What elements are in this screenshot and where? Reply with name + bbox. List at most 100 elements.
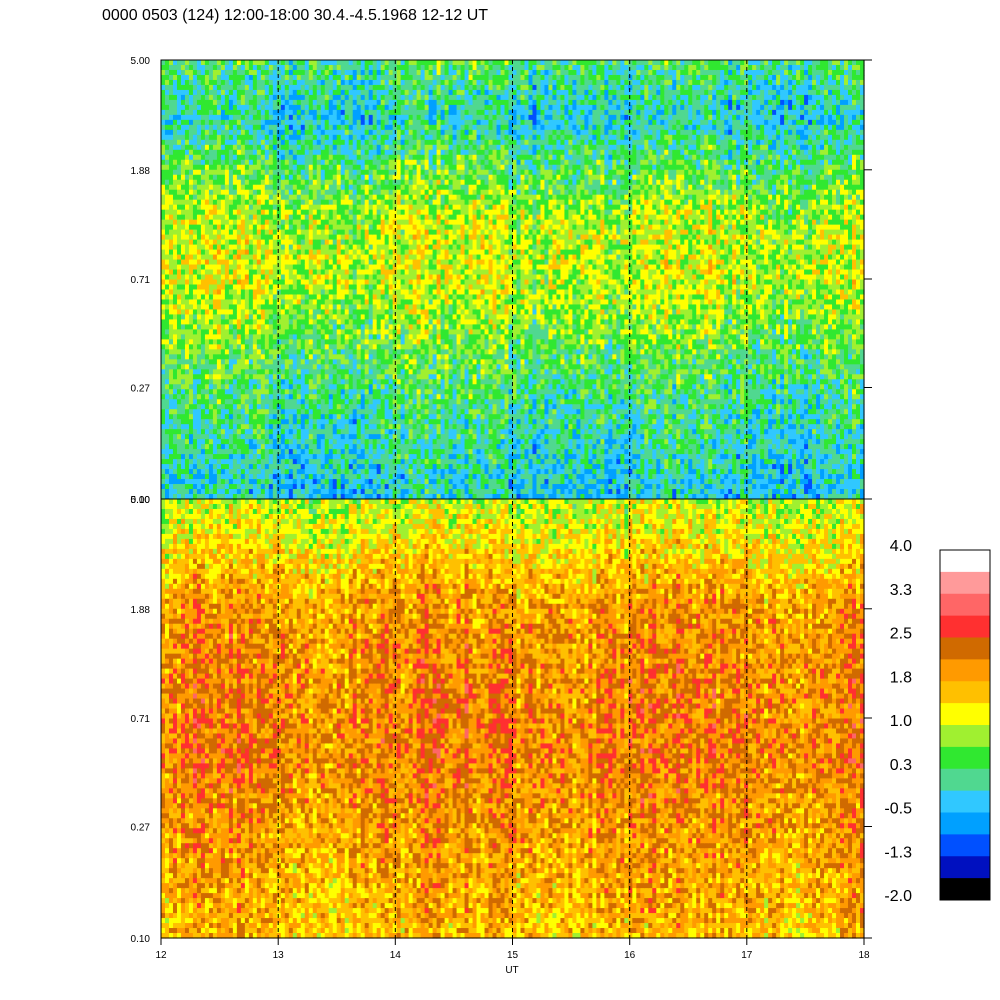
heatmap-cell <box>165 299 170 305</box>
heatmap-cell <box>309 155 314 161</box>
heatmap-cell <box>345 140 350 146</box>
heatmap-cell <box>305 70 310 76</box>
heatmap-cell <box>165 434 170 440</box>
heatmap-cell <box>213 459 218 465</box>
heatmap-cell <box>165 65 170 71</box>
heatmap-cell <box>245 170 250 176</box>
heatmap-cell <box>205 260 210 266</box>
heatmap-cell <box>213 359 218 365</box>
heatmap-cell <box>261 175 266 181</box>
heatmap-cell <box>197 140 202 146</box>
heatmap-cell <box>281 394 286 400</box>
heatmap-cell <box>317 359 322 365</box>
heatmap-cell <box>189 275 194 281</box>
heatmap-cell <box>229 394 234 400</box>
heatmap-cell <box>273 175 278 181</box>
heatmap-cell <box>169 115 174 121</box>
heatmap-cell <box>369 354 374 360</box>
heatmap-cell <box>173 404 178 410</box>
heatmap-cell <box>277 434 282 440</box>
heatmap-cell <box>357 165 362 171</box>
heatmap-cell <box>361 404 366 410</box>
heatmap-cell <box>301 479 306 485</box>
heatmap-cell <box>249 255 254 261</box>
heatmap-cell <box>181 469 186 475</box>
heatmap-cell <box>369 459 374 465</box>
heatmap-cell <box>277 220 282 226</box>
heatmap-cell <box>361 140 366 146</box>
heatmap-cell <box>185 464 190 470</box>
heatmap-cell <box>321 399 326 405</box>
heatmap-cell <box>293 120 298 126</box>
heatmap-cell <box>345 65 350 71</box>
heatmap-cell <box>289 260 294 266</box>
heatmap-cell <box>165 135 170 141</box>
heatmap-cell <box>297 230 302 236</box>
heatmap-cell <box>193 284 198 290</box>
heatmap-cell <box>241 190 246 196</box>
heatmap-cell <box>201 339 206 345</box>
heatmap-cell <box>165 314 170 320</box>
heatmap-cell <box>325 374 330 380</box>
heatmap-cell <box>173 474 178 480</box>
heatmap-cell <box>333 319 338 325</box>
heatmap-cell <box>277 284 282 290</box>
heatmap-cell <box>349 409 354 415</box>
heatmap-cell <box>385 180 390 186</box>
heatmap-cell <box>381 225 386 231</box>
heatmap-cell <box>265 389 270 395</box>
heatmap-cell <box>265 255 270 261</box>
heatmap-cell <box>273 245 278 251</box>
heatmap-cell <box>273 364 278 370</box>
heatmap-cell <box>385 275 390 281</box>
heatmap-cell <box>237 160 242 166</box>
heatmap-cell <box>293 270 298 276</box>
heatmap-cell <box>221 349 226 355</box>
heatmap-cell <box>249 95 254 101</box>
heatmap-cell <box>289 265 294 271</box>
heatmap-cell <box>373 115 378 121</box>
heatmap-cell <box>261 459 266 465</box>
heatmap-cell <box>213 155 218 161</box>
heatmap-cell <box>161 235 166 241</box>
heatmap-cell <box>361 115 366 121</box>
heatmap-cell <box>381 374 386 380</box>
heatmap-cell <box>333 404 338 410</box>
heatmap-cell <box>249 165 254 171</box>
heatmap-cell <box>293 329 298 335</box>
heatmap-cell <box>229 140 234 146</box>
heatmap-cell <box>321 324 326 330</box>
heatmap-cell <box>381 384 386 390</box>
heatmap-cell <box>277 85 282 91</box>
heatmap-cell <box>289 319 294 325</box>
heatmap-cell <box>201 95 206 101</box>
heatmap-cell <box>361 454 366 460</box>
heatmap-cell <box>249 394 254 400</box>
heatmap-cell <box>277 389 282 395</box>
heatmap-cell <box>165 280 170 286</box>
heatmap-cell <box>189 474 194 480</box>
heatmap-cell <box>321 304 326 310</box>
heatmap-cell <box>309 454 314 460</box>
heatmap-cell <box>317 454 322 460</box>
heatmap-cell <box>181 185 186 191</box>
heatmap-cell <box>225 464 230 470</box>
heatmap-cell <box>297 314 302 320</box>
heatmap-cell <box>253 319 258 325</box>
heatmap-cell <box>289 165 294 171</box>
heatmap-cell <box>209 235 214 241</box>
heatmap-cell <box>309 245 314 251</box>
heatmap-cell <box>353 349 358 355</box>
heatmap-cell <box>249 344 254 350</box>
heatmap-cell <box>293 155 298 161</box>
heatmap-cell <box>253 190 258 196</box>
heatmap-cell <box>213 95 218 101</box>
heatmap-cell <box>353 190 358 196</box>
heatmap-cell <box>365 80 370 86</box>
heatmap-cell <box>217 414 222 420</box>
heatmap-cell <box>257 175 262 181</box>
heatmap-cell <box>377 349 382 355</box>
heatmap-cell <box>289 299 294 305</box>
heatmap-cell <box>233 414 238 420</box>
heatmap-cell <box>221 160 226 166</box>
